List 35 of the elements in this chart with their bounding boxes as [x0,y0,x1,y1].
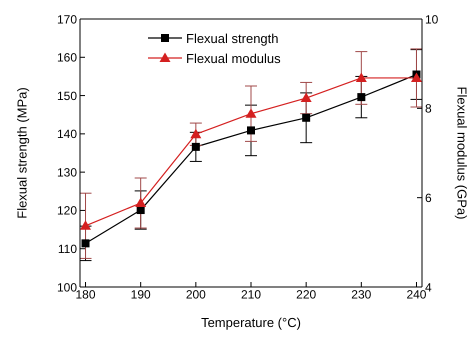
x-tick-label: 200 [186,288,206,302]
y-tick-label: 150 [56,88,78,103]
point [410,72,422,82]
legend-label: Flexual modulus [186,50,281,66]
point [247,126,255,134]
y2-axis-title: Flexual modulus (GPa) [454,86,470,220]
y-tick-label: 160 [56,50,78,65]
point [302,114,310,122]
x-tick-label: 180 [76,288,96,302]
point [246,108,256,118]
y2-tick-label: 4 [425,280,432,294]
y-tick-label: 100 [56,280,78,294]
legend-label: Flexual strength [186,30,278,46]
y2-tick-label: 6 [425,190,432,205]
y-tick-label: 140 [56,127,78,142]
y-tick-label: 120 [56,204,78,218]
point [192,142,200,151]
y-tick-label: 130 [56,165,78,180]
point [82,239,90,248]
x-tick-label: 190 [130,288,152,302]
y2-tick-label: 8 [425,102,432,116]
point [190,128,202,138]
point [356,72,367,82]
x-tick-label: 210 [240,288,262,302]
y-axis-title: Flexual strength (MPa) [14,87,30,219]
point [357,93,366,102]
point [300,92,312,102]
x-axis-title: Temperature (°C) [201,315,301,330]
point [135,198,146,208]
point [80,220,92,230]
x-tick-label: 220 [296,288,316,302]
y-tick-label: 170 [56,12,78,26]
x-tick-label: 230 [351,288,372,302]
y-tick-label: 110 [58,242,78,256]
y2-tick-label: 10 [425,12,439,26]
